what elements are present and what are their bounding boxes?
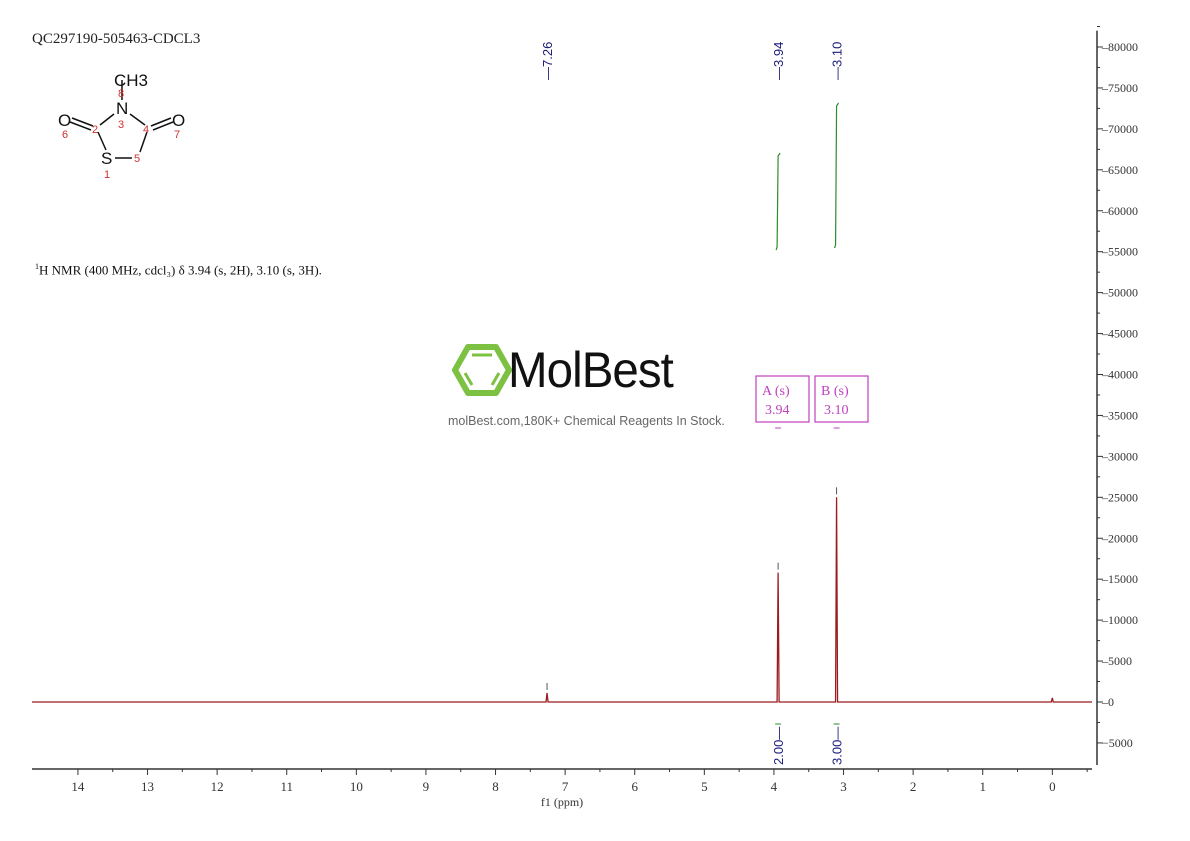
description-text: H NMR (400 MHz, cdcl₃) δ 3.94 (s, 2H), 3…	[39, 262, 322, 278]
logo-brand: MolBest	[508, 342, 674, 398]
y-tick-label: –50000	[1101, 286, 1138, 300]
x-tick-label: 12	[211, 779, 224, 794]
multiplet-shift: 3.94	[765, 403, 790, 418]
x-tick-label: 6	[631, 779, 638, 794]
x-tick-label: 2	[910, 779, 917, 794]
peak-label: —7.26	[540, 42, 555, 80]
y-tick-label: –5000	[1101, 654, 1132, 668]
multiplet-box	[814, 375, 869, 423]
y-tick-label: –0	[1101, 695, 1114, 709]
y-tick-label: –35000	[1101, 408, 1138, 422]
y-tick-label: −5000	[1102, 736, 1133, 750]
x-tick-label: 9	[423, 779, 430, 794]
x-tick-label: 1	[979, 779, 986, 794]
superscript-1: 1	[35, 262, 39, 271]
y-tick-label: –75000	[1101, 81, 1138, 95]
multiplet-label: A (s)	[762, 384, 790, 399]
x-tick-label: 10	[350, 779, 363, 794]
y-tick-label: –65000	[1101, 163, 1138, 177]
x-tick-label: 11	[280, 779, 293, 794]
logo-tagline: molBest.com,180K+ Chemical Reagents In S…	[448, 414, 725, 428]
x-tick-label: 8	[492, 779, 499, 794]
x-tick-label: 4	[771, 779, 778, 794]
y-tick-label: –80000	[1101, 40, 1138, 54]
y-tick-label: –25000	[1101, 490, 1138, 504]
nmr-description: 1H NMR (400 MHz, cdcl₃) δ 3.94 (s, 2H), …	[35, 262, 322, 278]
y-tick-label: –20000	[1101, 531, 1138, 545]
x-tick-label: 14	[71, 779, 85, 794]
integral-value: 3.00—	[830, 727, 845, 765]
x-tick-label: 13	[141, 779, 154, 794]
y-tick-label: –55000	[1101, 245, 1138, 259]
x-tick-label: 7	[562, 779, 569, 794]
y-tick-label: –30000	[1101, 449, 1138, 463]
peak-label: —3.10	[830, 42, 845, 80]
molbest-logo: MolBest	[452, 342, 752, 403]
y-tick-label: –15000	[1101, 572, 1138, 586]
hexagon-logo-icon	[452, 344, 512, 396]
x-tick-label: 3	[840, 779, 847, 794]
integral-value: 2.00—	[771, 727, 786, 765]
multiplet-box	[755, 375, 810, 423]
y-tick-label: –60000	[1101, 204, 1138, 218]
y-tick-label: –10000	[1101, 613, 1138, 627]
multiplet-shift: 3.10	[824, 403, 849, 418]
x-axis-label: f1 (ppm)	[541, 795, 583, 809]
y-tick-label: –45000	[1101, 327, 1138, 341]
peak-label: —3.94	[771, 42, 786, 80]
x-tick-label: 0	[1049, 779, 1056, 794]
x-tick-label: 5	[701, 779, 708, 794]
y-tick-label: –40000	[1101, 368, 1138, 382]
spectrum-line	[32, 497, 1092, 703]
sample-id: QC297190-505463-CDCL3	[32, 31, 201, 47]
multiplet-label: B (s)	[821, 384, 849, 399]
integral-curve	[834, 102, 840, 249]
integral-curve	[775, 152, 781, 251]
y-tick-label: –70000	[1101, 122, 1138, 136]
